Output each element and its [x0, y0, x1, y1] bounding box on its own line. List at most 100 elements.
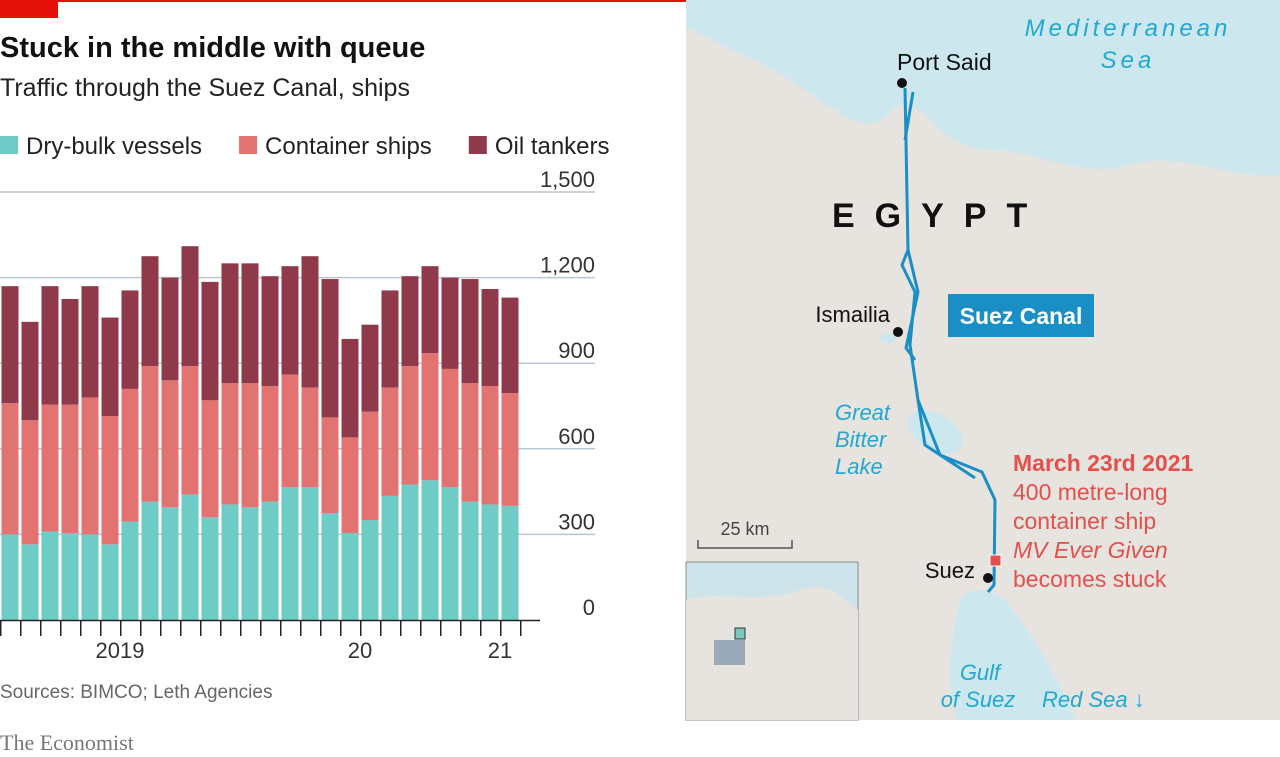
x-group-label: 2019 [96, 638, 145, 663]
bar [141, 256, 159, 367]
legend-swatch [0, 136, 18, 154]
bar [401, 276, 419, 367]
legend-label: Oil tankers [495, 133, 610, 160]
bar [321, 417, 339, 513]
bar [381, 495, 399, 620]
bar [61, 532, 79, 620]
bar [81, 534, 99, 620]
legend-label: Container ships [265, 133, 432, 160]
annotation: becomes stuck [1013, 566, 1167, 592]
city-label: Port Said [897, 49, 992, 75]
bar [461, 279, 479, 384]
y-tick-label: 600 [558, 424, 595, 449]
x-group-label: 20 [348, 638, 372, 663]
canal-line [900, 87, 997, 593]
sea [686, 0, 1280, 176]
annotation: 400 metre-long [1013, 479, 1168, 505]
bar [181, 494, 199, 620]
bar [141, 501, 159, 620]
bar [281, 487, 299, 620]
city-label: Ismailia [815, 302, 890, 327]
bar [261, 386, 279, 502]
city-dot [897, 78, 907, 88]
legend-label: Dry-bulk vessels [26, 133, 202, 160]
lake-label: Bitter [835, 427, 888, 452]
bar [121, 290, 139, 389]
bar [421, 266, 439, 354]
bar [181, 366, 199, 495]
bar [61, 404, 79, 533]
bar [81, 397, 99, 535]
bar [481, 504, 499, 620]
bar [441, 277, 459, 369]
bar [301, 387, 319, 488]
bar [221, 383, 239, 505]
source: Sources: BIMCO; Leth Agencies [0, 682, 272, 703]
bar [21, 321, 39, 421]
bar [461, 383, 479, 502]
legend-swatch [239, 136, 258, 154]
bar [301, 256, 319, 388]
y-tick-label: 900 [558, 338, 595, 363]
y-tick-label: 1,200 [540, 253, 595, 278]
bar [221, 263, 239, 384]
legend-swatch [468, 136, 487, 154]
bar [81, 286, 99, 398]
bar [361, 520, 379, 620]
bar [321, 279, 339, 418]
annotation: container ship [1013, 508, 1156, 534]
annotation: March 23rd 2021 [1013, 450, 1193, 476]
bar [101, 544, 119, 620]
city-dot [983, 573, 993, 583]
bar [501, 393, 519, 506]
bar [21, 420, 39, 545]
chart-title: Stuck in the middle with queue [0, 32, 425, 64]
bar [1, 403, 19, 535]
lake-label: Great [835, 400, 891, 425]
bar [281, 374, 299, 488]
scale-bar [697, 540, 793, 549]
bar [381, 387, 399, 496]
bar [481, 289, 499, 387]
bar [421, 353, 439, 481]
bar [241, 507, 259, 620]
gulf-water [950, 589, 1075, 720]
inset-egypt [714, 640, 745, 665]
bar [21, 544, 39, 620]
scale-label: 25 km [720, 519, 769, 539]
inset-box [734, 627, 746, 640]
bar [341, 437, 359, 533]
city-label: Suez [925, 558, 975, 583]
ship-marker [989, 554, 1002, 567]
bar [401, 484, 419, 620]
bar [361, 411, 379, 521]
bar [1, 286, 19, 404]
bar [501, 297, 519, 394]
bar [461, 501, 479, 620]
canal-label: Suez Canal [960, 303, 1083, 329]
bar [261, 276, 279, 387]
bar [121, 388, 139, 522]
lake-timsah [880, 333, 896, 343]
bar [101, 317, 119, 416]
gulf-label: of Suez [941, 687, 1016, 712]
red-tag [0, 0, 58, 18]
bar [321, 513, 339, 620]
bar [41, 531, 59, 620]
bar [341, 338, 359, 438]
bar [481, 386, 499, 505]
y-tick-label: 1,500 [540, 167, 595, 192]
bar [121, 521, 139, 620]
bar [241, 383, 259, 508]
bar [221, 504, 239, 620]
bar [301, 487, 319, 620]
bar [101, 415, 119, 545]
sea-label: Sea [1101, 47, 1156, 74]
country-label: EGYPT [832, 197, 1047, 235]
bar [201, 281, 219, 401]
inset-land [686, 587, 858, 720]
bar [161, 277, 179, 381]
bar [341, 532, 359, 620]
top-rule [0, 0, 1280, 2]
